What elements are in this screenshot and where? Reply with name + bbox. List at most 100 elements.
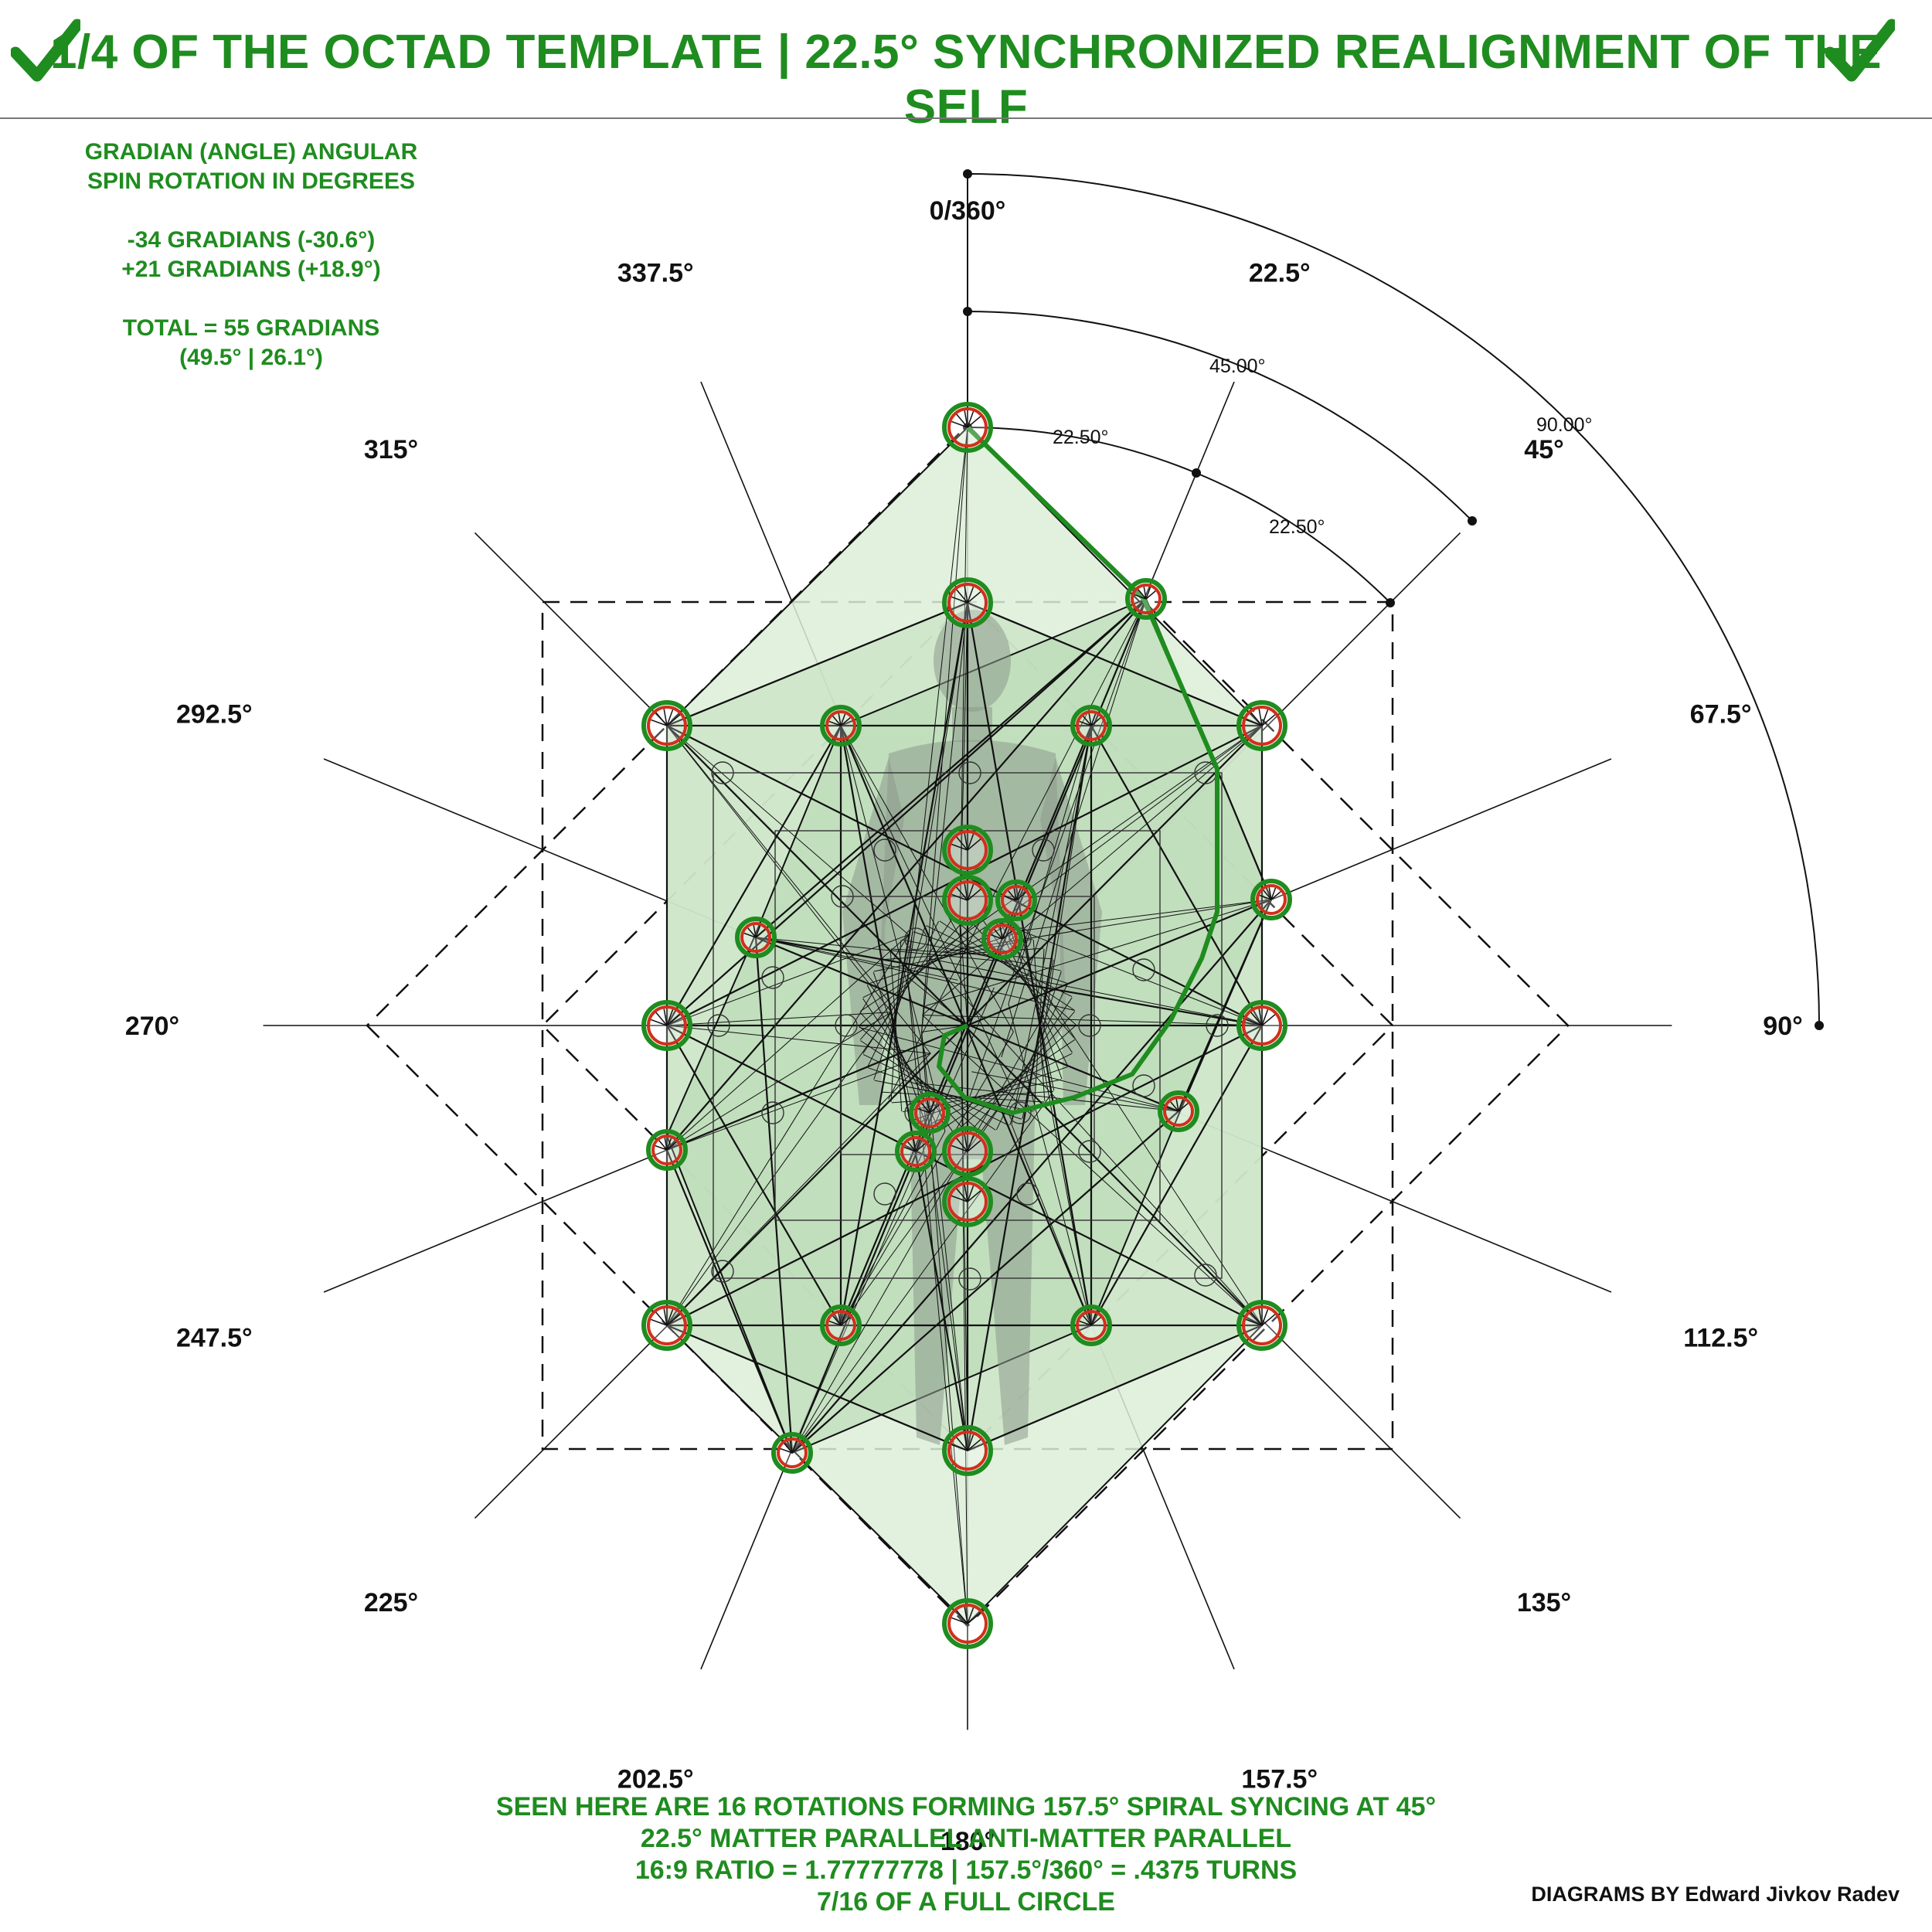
small-circle: [873, 838, 896, 862]
arc-label-middle: 45.00°: [1209, 355, 1266, 377]
mesh-line: [859, 1026, 982, 1134]
node-circle: [820, 705, 862, 747]
angle-label: 247.5°: [176, 1324, 253, 1353]
checkmark-icon-right: [1825, 19, 1895, 82]
node-circle: [641, 700, 692, 751]
mesh-line: [859, 917, 968, 1040]
header-divider: [0, 117, 1932, 119]
node-circle: [1070, 705, 1112, 747]
mesh-line: [927, 1053, 1073, 1127]
mesh-line: [953, 917, 1077, 1026]
mesh-line: [1040, 1050, 1092, 1326]
mesh-line: [939, 920, 1075, 1011]
node-circle: [942, 1176, 993, 1227]
mesh-line: [666, 725, 910, 935]
mesh-line: [890, 940, 902, 1103]
mesh-line: [873, 925, 926, 1080]
mesh-line: [666, 725, 931, 1054]
mesh-line: [666, 1025, 931, 1054]
lattice-line: [666, 1324, 968, 1452]
checkmark-icon-left: [11, 19, 80, 82]
small-circle: [1078, 1014, 1101, 1037]
mesh-line: [906, 427, 968, 978]
mesh-line: [755, 937, 958, 981]
author-credit: DIAGRAMS BY Edward Jivkov Radev: [1531, 1883, 1900, 1906]
small-circle: [707, 1014, 730, 1037]
node-circle: [646, 1129, 688, 1171]
node-circle: [942, 1598, 993, 1649]
mesh-line: [862, 998, 954, 1134]
mesh-line: [862, 918, 953, 1054]
lattice-line: [666, 898, 1272, 1151]
mesh-line: [921, 427, 968, 1032]
footer-line-3: 16:9 RATIO = 1.77777778 | 157.5°/360° = …: [634, 1855, 1298, 1885]
small-circle: [1194, 1264, 1217, 1287]
node-circle: [1236, 1000, 1287, 1051]
mesh-line: [840, 725, 946, 1132]
arc-label-inner-second: 22.50°: [1269, 516, 1325, 538]
arc-label-outer: 90.00°: [1536, 414, 1593, 436]
mesh-line: [981, 917, 1073, 1053]
lattice-line: [967, 1324, 1263, 1452]
mesh-line: [1009, 971, 1062, 1126]
angle-label: 112.5°: [1683, 1324, 1758, 1353]
mesh-line: [840, 725, 1014, 1032]
mesh-line: [666, 934, 910, 1326]
small-circle: [1016, 1182, 1039, 1206]
mesh-line: [881, 932, 913, 1092]
info-line-5: TOTAL = 55 GRADIANS: [122, 315, 380, 341]
footer-line-2: 22.5° MATTER PARALLEL ANTI-MATTER PARALL…: [640, 1824, 1292, 1853]
lattice-line: [791, 1111, 1179, 1454]
node-circle: [1250, 879, 1292, 920]
gradian-info: GRADIAN (ANGLE) ANGULAR SPIN ROTATION IN…: [46, 138, 456, 372]
mesh-line: [1032, 939, 1046, 1102]
node-circle: [942, 1425, 993, 1476]
mesh-line: [959, 427, 968, 918]
mesh-line: [921, 1032, 968, 1451]
mesh-line: [1011, 1124, 1092, 1326]
node-circle: [981, 918, 1023, 960]
small-circle: [1078, 1140, 1101, 1163]
mesh-line: [922, 1015, 1263, 1026]
mesh-line: [862, 1053, 1009, 1126]
node-circle: [909, 1092, 951, 1134]
mesh-line: [998, 921, 1263, 1026]
node-circle: [641, 1300, 692, 1351]
mesh-line: [867, 920, 940, 1067]
mesh-line: [859, 1026, 1179, 1112]
small-circle: [711, 1260, 734, 1283]
angle-label: 292.5°: [176, 699, 253, 729]
lattice-line: [755, 598, 1147, 938]
mesh-line: [995, 920, 1069, 1066]
mesh-line: [906, 977, 968, 1451]
angle-label: 157.5°: [1241, 1765, 1318, 1794]
angle-label: 202.5°: [617, 1765, 694, 1794]
small-circle: [958, 1267, 981, 1291]
mesh-line: [928, 725, 1263, 959]
mesh-line: [666, 1012, 892, 1326]
mesh-line: [971, 1071, 1179, 1112]
mesh-line: [859, 917, 981, 1026]
mesh-line: [913, 931, 1068, 984]
lattice-line: [666, 1025, 842, 1326]
mesh-line: [959, 602, 968, 918]
green-spiral: [937, 425, 1219, 1115]
mesh-line: [874, 1080, 1034, 1112]
node-circles: [641, 402, 1292, 1649]
mesh-line: [1008, 1003, 1092, 1326]
mesh-line: [1040, 725, 1092, 1051]
mesh-line: [791, 1014, 1045, 1454]
node-circle: [735, 917, 777, 958]
node-circle: [641, 1000, 692, 1051]
lattice-line: [754, 937, 794, 1454]
mesh-line: [967, 598, 1147, 1104]
angle-label: 315°: [364, 435, 418, 464]
arc-label-inner-first: 22.50°: [1053, 427, 1109, 448]
mesh-line: [916, 1082, 1179, 1112]
header: 1/4 OF THE OCTAD TEMPLATE | 22.5° SYNCHR…: [0, 0, 1932, 134]
mesh-line: [840, 725, 1012, 1090]
node-circle: [1125, 578, 1167, 620]
node-circle: [942, 1126, 993, 1177]
mesh-line: [928, 957, 1263, 1026]
angle-label: 135°: [1517, 1588, 1571, 1617]
